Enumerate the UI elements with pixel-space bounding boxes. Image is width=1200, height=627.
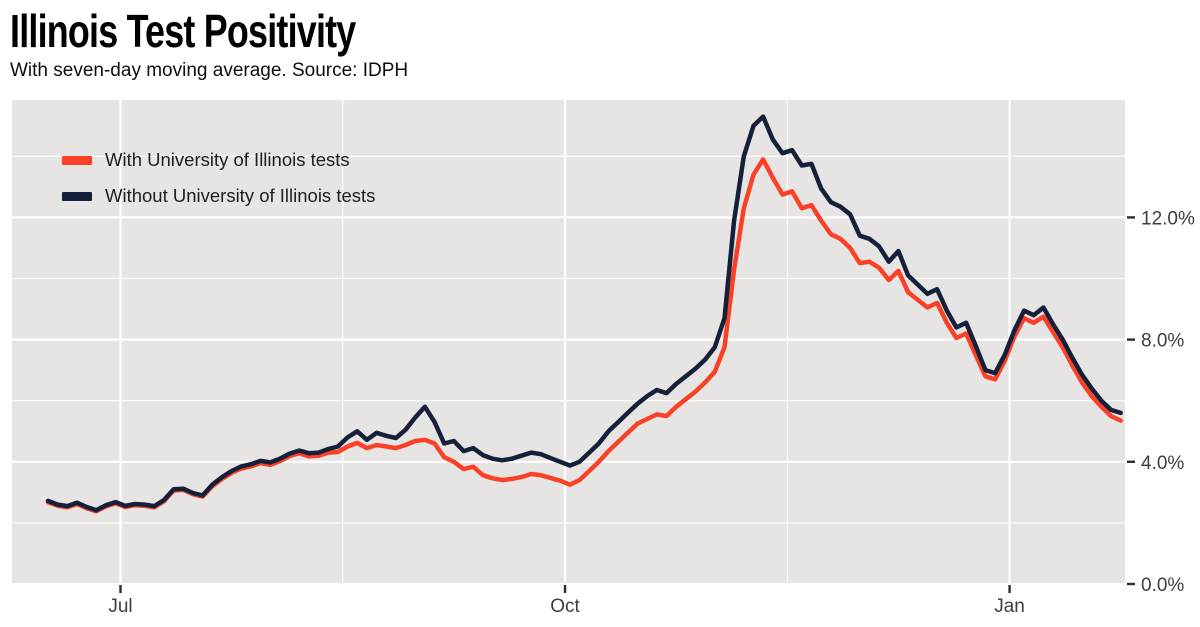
legend-item-without-uofi: Without University of Illinois tests [62, 185, 375, 207]
chart-title: Illinois Test Positivity [10, 5, 356, 57]
y-axis-labels: 0.0% 4.0% 8.0% 12.0% [1141, 208, 1195, 596]
chart-legend: With University of Illinois tests Withou… [62, 149, 375, 207]
chart-subtitle: With seven-day moving average. Source: I… [10, 60, 409, 81]
y-tick-label: 8.0% [1141, 331, 1184, 352]
x-tick-label: Oct [550, 596, 580, 617]
legend-label-without-uofi: Without University of Illinois tests [105, 185, 376, 206]
x-axis-labels: Jul Oct Jan [108, 596, 1025, 617]
legend-swatch-with-uofi-icon [62, 155, 92, 165]
x-tick-label: Jan [994, 596, 1025, 617]
x-tick-label: Jul [108, 596, 132, 617]
y-tick-label: 4.0% [1141, 453, 1184, 474]
legend-swatch-without-uofi-icon [62, 191, 92, 201]
grid-minor [12, 100, 1125, 583]
legend-label-with-uofi: With University of Illinois tests [105, 149, 350, 170]
series-line-without-uofi [45, 114, 1123, 513]
chart-header: Illinois Test Positivity [10, 6, 453, 57]
tick-marks [119, 216, 1135, 593]
y-tick-label: 12.0% [1141, 208, 1195, 229]
plot-panel [12, 100, 1125, 583]
legend-item-with-uofi: With University of Illinois tests [62, 149, 375, 171]
y-tick-label: 0.0% [1141, 575, 1184, 596]
